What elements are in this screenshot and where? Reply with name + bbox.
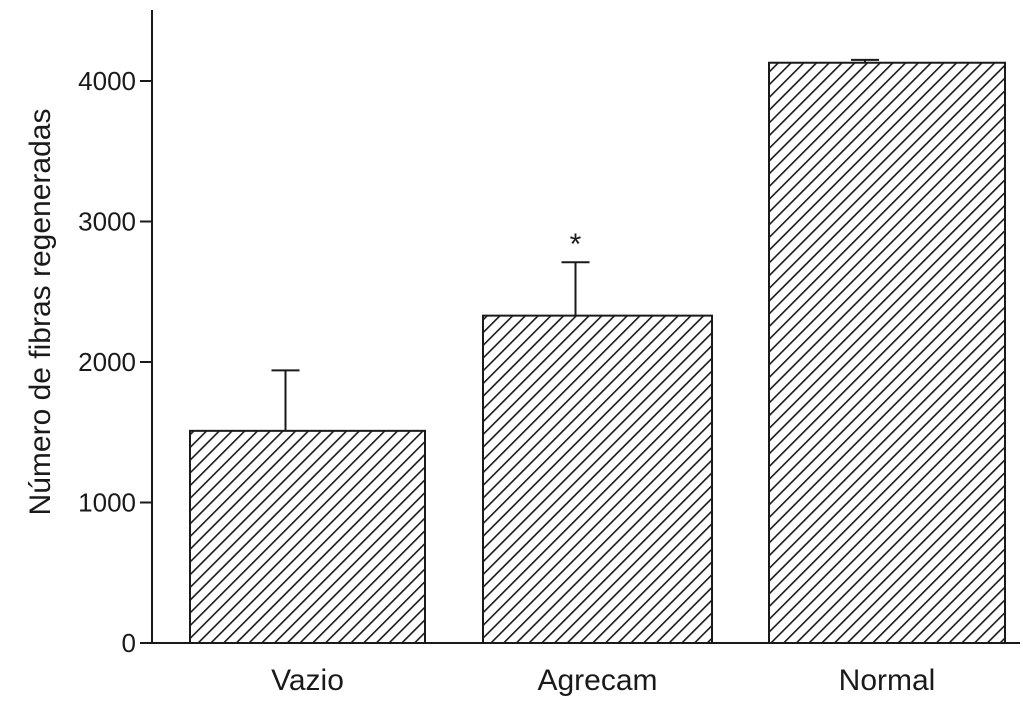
bars: * <box>189 58 1006 645</box>
y-tick-label: 0 <box>122 628 136 658</box>
bar-vazio <box>189 429 426 644</box>
x-tick-label: Normal <box>839 664 936 697</box>
x-axis: Vazio Agrecam Normal <box>140 642 1020 697</box>
bar-normal <box>768 61 1006 645</box>
x-tick-label: Agrecam <box>537 664 657 697</box>
y-tick-label: 3000 <box>78 207 136 237</box>
x-tick-label: Vazio <box>271 664 344 697</box>
y-tick-label: 1000 <box>78 488 136 518</box>
y-axis: 0 1000 2000 3000 4000 <box>78 10 153 658</box>
y-tick-label: 4000 <box>78 66 136 96</box>
y-tick-label: 2000 <box>78 347 136 377</box>
y-axis-title: Número de fibras regeneradas <box>24 109 57 516</box>
significance-marker: * <box>570 228 582 261</box>
bar-agrecam <box>482 314 713 644</box>
